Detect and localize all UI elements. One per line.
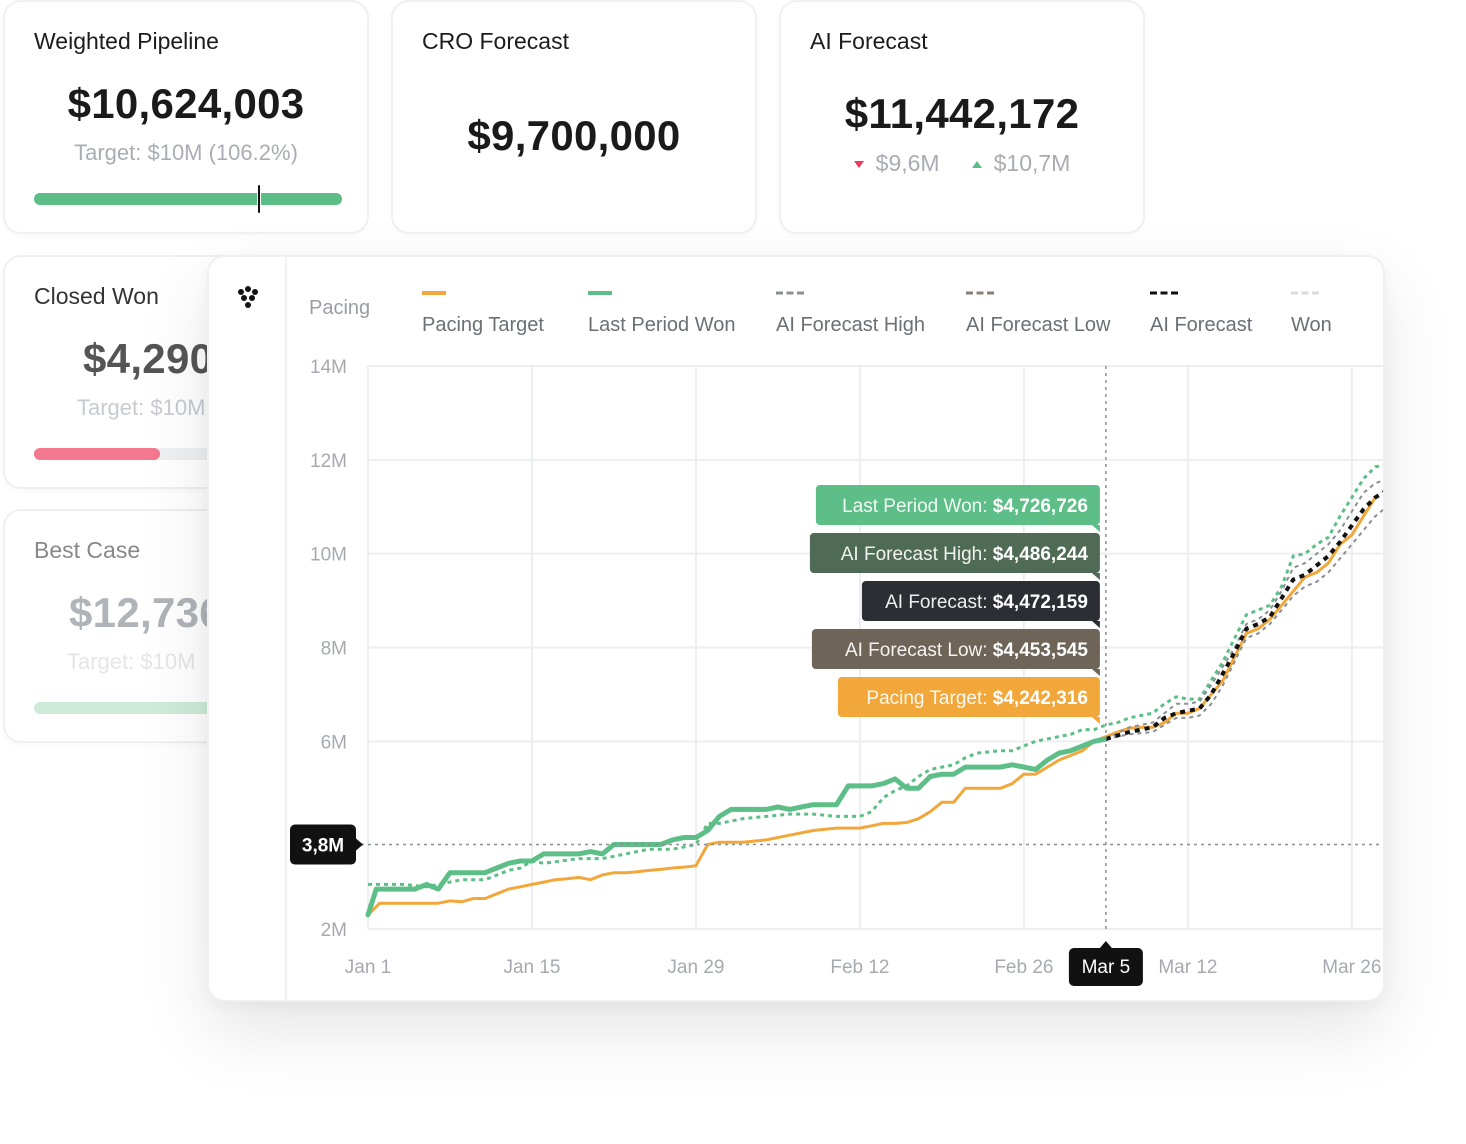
- weighted-pipeline-target: Target: $10M (106.2%): [74, 140, 298, 165]
- arrow-down-icon: [853, 161, 864, 169]
- closed-won-value: $4,290: [83, 335, 214, 382]
- ai-forecast-value: $11,442,172: [844, 90, 1080, 137]
- tooltip-pointer: [1091, 573, 1100, 580]
- x-axis: Jan 1 Jan 15 Jan 29 Feb 12 Feb 26 Mar 12 Mar 2…: [345, 957, 1382, 978]
- weighted-pipeline-progress-fill: [34, 193, 342, 205]
- pacing-chart[interactable]: Pacing Pacing Target Last Period Won AI Fo…: [209, 257, 1385, 1002]
- ai-forecast-high: $10,7M: [993, 150, 1071, 176]
- cro-forecast-card[interactable]: CRO Forecast $9,700,000: [391, 0, 757, 234]
- chart-legend: Pacing Target Last Period Won AI Forecast …: [422, 291, 1332, 336]
- y-tick-label: 14M: [310, 357, 347, 378]
- weighted-pipeline-title: Weighted Pipeline: [34, 28, 219, 54]
- legend-item[interactable]: AI Forecast High: [776, 291, 925, 336]
- chart-side-rail: [209, 257, 287, 1000]
- x-tick-label: Jan 29: [667, 957, 724, 978]
- chart-tooltips: Last Period Won: $4,726,726 AI Forecast H…: [809, 485, 1100, 724]
- legend-label: Last Period Won: [588, 314, 736, 336]
- legend-label: Won: [1291, 314, 1332, 336]
- series-line-ai-forecast-high: [368, 463, 1383, 889]
- chart-grid: [367, 365, 1383, 930]
- tooltip-pointer: [1091, 669, 1100, 676]
- best-case-value: $12,736: [69, 589, 223, 636]
- legend-item[interactable]: Won: [1291, 291, 1332, 336]
- cursor-y-badge: [290, 824, 356, 865]
- ai-forecast-card[interactable]: AI Forecast $11,442,172 $9,6M $10,7M: [779, 0, 1145, 234]
- weighted-pipeline-value: $10,624,003: [67, 80, 305, 127]
- y-axis: 2M 6M 8M 10M 12M 14M: [310, 357, 347, 941]
- cursor-y-badge-pointer: [356, 838, 363, 851]
- ai-forecast-title: AI Forecast: [810, 28, 928, 54]
- series-line-ai-forecast-high: [1105, 479, 1383, 740]
- weighted-pipeline-card[interactable]: Weighted Pipeline $10,624,003 Target: $1…: [3, 0, 369, 234]
- y-tick-label: 2M: [321, 920, 347, 941]
- closed-won-progress-fill: [34, 448, 160, 460]
- tooltip: AI Forecast: $4,472,159: [861, 581, 1100, 628]
- grape-cluster-icon[interactable]: [238, 286, 258, 308]
- y-tick-label: 6M: [321, 732, 347, 753]
- tooltip-text: Pacing Target: $4,242,316: [866, 688, 1088, 709]
- tooltip-box: [811, 629, 1100, 669]
- y-tick-label: 8M: [321, 639, 347, 660]
- cursor-y-label: 3,8M: [302, 836, 344, 857]
- tooltip-box: [837, 677, 1100, 717]
- tooltip: AI Forecast High: $4,486,244: [809, 533, 1100, 580]
- legend-label: AI Forecast High: [776, 314, 925, 336]
- y-tick-label: 12M: [310, 451, 347, 472]
- tooltip-box: [815, 485, 1100, 525]
- tooltip: Pacing Target: $4,242,316: [837, 677, 1100, 724]
- x-tick-label: Feb 12: [830, 957, 889, 978]
- closed-won-target: Target: $10M: [77, 395, 206, 420]
- tooltip-box: [809, 533, 1100, 573]
- x-tick-label: Jan 15: [503, 957, 560, 978]
- series-line-ai-forecast-low: [1105, 508, 1383, 740]
- legend-label: Pacing Target: [422, 314, 544, 336]
- tooltip: Last Period Won: $4,726,726: [815, 485, 1100, 532]
- tooltip-text: AI Forecast High: $4,486,244: [841, 544, 1089, 565]
- chart-cursor: 3,8M Mar 5: [290, 366, 1383, 986]
- y-tick-label: 10M: [310, 545, 347, 566]
- series-line-ai-forecast: [1105, 490, 1383, 741]
- tooltip-pointer: [1091, 717, 1100, 724]
- arrow-up-icon: [971, 161, 982, 169]
- chart-title: Pacing: [309, 297, 370, 319]
- series-line-last-period-won: [365, 736, 1109, 918]
- weighted-pipeline-progress-bar: [34, 184, 342, 214]
- tooltip-text: Last Period Won: $4,726,726: [842, 496, 1088, 517]
- cursor-x-badge-pointer: [1099, 941, 1112, 948]
- ai-forecast-low: $9,6M: [875, 150, 940, 176]
- cro-forecast-value: $9,700,000: [467, 112, 681, 159]
- series-line-pacing-target: [366, 495, 1377, 917]
- best-case-title: Best Case: [34, 537, 141, 563]
- legend-label: AI Forecast Low: [966, 314, 1111, 336]
- legend-item[interactable]: Last Period Won: [588, 291, 736, 336]
- tooltip-pointer: [1091, 525, 1100, 532]
- x-tick-label: Feb 26: [994, 957, 1053, 978]
- tooltip-box: [861, 581, 1100, 621]
- chart-series: [365, 463, 1383, 918]
- legend-item[interactable]: AI Forecast: [1150, 291, 1253, 336]
- x-tick-label: Mar 12: [1158, 957, 1217, 978]
- tooltip-text: AI Forecast: $4,472,159: [885, 592, 1088, 613]
- tooltip-pointer: [1091, 621, 1100, 628]
- legend-item[interactable]: AI Forecast Low: [966, 291, 1111, 336]
- tooltip-text: AI Forecast Low: $4,453,545: [845, 640, 1088, 661]
- x-tick-label: Jan 1: [345, 957, 391, 978]
- cro-forecast-title: CRO Forecast: [422, 28, 569, 54]
- legend-label: AI Forecast: [1150, 314, 1253, 336]
- best-case-target: Target: $10M: [67, 649, 196, 674]
- pacing-chart-panel: Pacing Pacing Target Last Period Won AI Fo…: [207, 255, 1385, 1002]
- legend-item[interactable]: Pacing Target: [422, 291, 544, 336]
- ai-forecast-range: $9,6M $10,7M: [781, 150, 1143, 177]
- target-marker: [257, 184, 261, 214]
- x-tick-label: Mar 26: [1322, 957, 1381, 978]
- closed-won-title: Closed Won: [34, 283, 159, 309]
- tooltip: AI Forecast Low: $4,453,545: [811, 629, 1100, 676]
- cursor-x-label: Mar 5: [1082, 957, 1131, 978]
- cursor-x-badge: [1068, 948, 1143, 986]
